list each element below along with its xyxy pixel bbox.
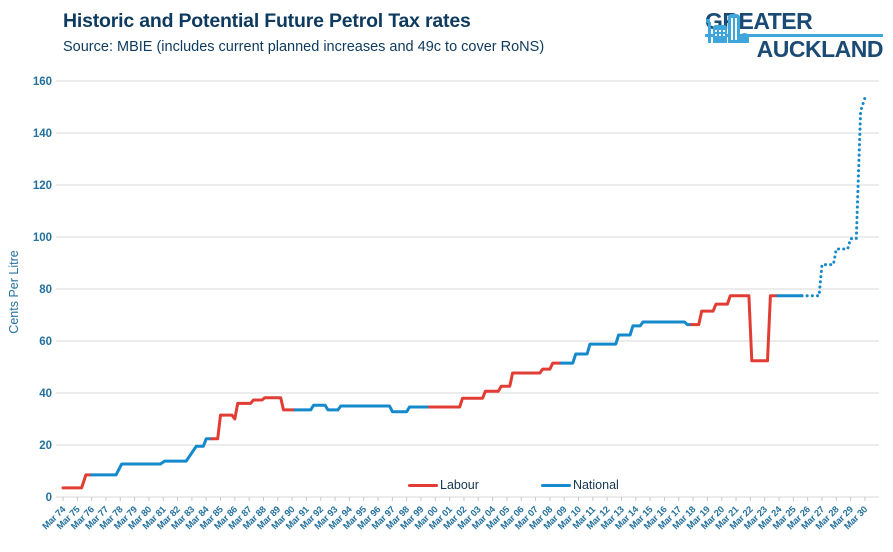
legend-item-labour: Labour: [408, 478, 479, 492]
svg-text:60: 60: [39, 336, 52, 348]
legend-label-labour: Labour: [440, 478, 479, 492]
svg-text:100: 100: [33, 232, 52, 244]
svg-text:120: 120: [33, 180, 52, 192]
labour-line-swatch: [408, 483, 438, 487]
legend-label-national: National: [572, 478, 619, 492]
legend-item-national: National: [540, 478, 619, 492]
greater-auckland-logo: GREATER: [705, 10, 884, 62]
svg-text:80: 80: [39, 284, 52, 296]
national-line-swatch: [540, 483, 571, 487]
svg-text:140: 140: [33, 128, 52, 140]
svg-text:20: 20: [39, 440, 52, 452]
chart-header: Historic and Potential Future Petrol Tax…: [63, 10, 544, 55]
svg-text:0: 0: [46, 492, 52, 504]
chart-legend: Labour National: [408, 478, 619, 492]
svg-text:40: 40: [39, 388, 52, 400]
page-title: Historic and Potential Future Petrol Tax…: [63, 10, 471, 32]
svg-text:160: 160: [33, 76, 52, 88]
chart-subtitle: Source: MBIE (includes current planned i…: [63, 39, 545, 55]
logo-text-auckland: AUCKLAND: [756, 36, 884, 62]
logo-underline: [705, 34, 883, 37]
